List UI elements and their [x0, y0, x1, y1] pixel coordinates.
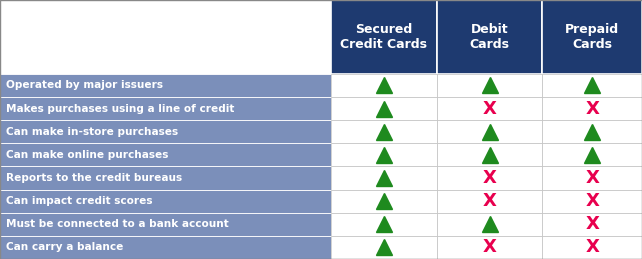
Bar — [542, 143, 642, 166]
Bar — [331, 120, 437, 143]
Bar — [437, 74, 542, 97]
Bar — [0, 236, 331, 259]
Bar — [0, 143, 331, 166]
Bar — [0, 190, 331, 213]
Text: Can carry a balance: Can carry a balance — [6, 242, 124, 253]
Text: X: X — [483, 169, 496, 187]
Bar — [0, 213, 331, 236]
Bar — [542, 120, 642, 143]
Bar — [331, 236, 437, 259]
Bar — [331, 190, 437, 213]
Text: Can make online purchases: Can make online purchases — [6, 150, 169, 160]
Bar — [542, 166, 642, 190]
Bar — [0, 74, 331, 97]
Bar — [437, 166, 542, 190]
Text: Reports to the credit bureaus: Reports to the credit bureaus — [6, 173, 182, 183]
Text: X: X — [586, 239, 599, 256]
Text: X: X — [586, 192, 599, 210]
Text: X: X — [586, 99, 599, 118]
Text: X: X — [483, 192, 496, 210]
Bar — [0, 97, 331, 120]
Bar — [542, 190, 642, 213]
Bar — [331, 213, 437, 236]
Text: Can impact credit scores: Can impact credit scores — [6, 196, 153, 206]
Bar — [542, 97, 642, 120]
Bar — [542, 236, 642, 259]
Text: X: X — [586, 169, 599, 187]
Bar — [0, 0, 331, 74]
Text: Secured
Credit Cards: Secured Credit Cards — [340, 23, 427, 51]
Bar — [437, 120, 542, 143]
Bar — [437, 213, 542, 236]
Text: Can make in-store purchases: Can make in-store purchases — [6, 127, 178, 137]
Text: Prepaid
Cards: Prepaid Cards — [565, 23, 620, 51]
Text: X: X — [586, 215, 599, 233]
Text: X: X — [483, 99, 496, 118]
Bar — [0, 120, 331, 143]
Bar — [331, 143, 437, 166]
Bar — [542, 213, 642, 236]
Bar — [437, 236, 542, 259]
Bar — [437, 143, 542, 166]
Text: Debit
Cards: Debit Cards — [469, 23, 510, 51]
Bar — [437, 97, 542, 120]
Bar — [0, 166, 331, 190]
Bar — [542, 74, 642, 97]
Bar — [331, 0, 437, 74]
Bar — [331, 97, 437, 120]
Bar — [542, 0, 642, 74]
Text: X: X — [483, 239, 496, 256]
Bar — [331, 166, 437, 190]
Text: Must be connected to a bank account: Must be connected to a bank account — [6, 219, 229, 229]
Bar — [437, 190, 542, 213]
Bar — [331, 74, 437, 97]
Text: Operated by major issuers: Operated by major issuers — [6, 80, 164, 90]
Text: Makes purchases using a line of credit: Makes purchases using a line of credit — [6, 104, 235, 113]
Bar — [437, 0, 542, 74]
